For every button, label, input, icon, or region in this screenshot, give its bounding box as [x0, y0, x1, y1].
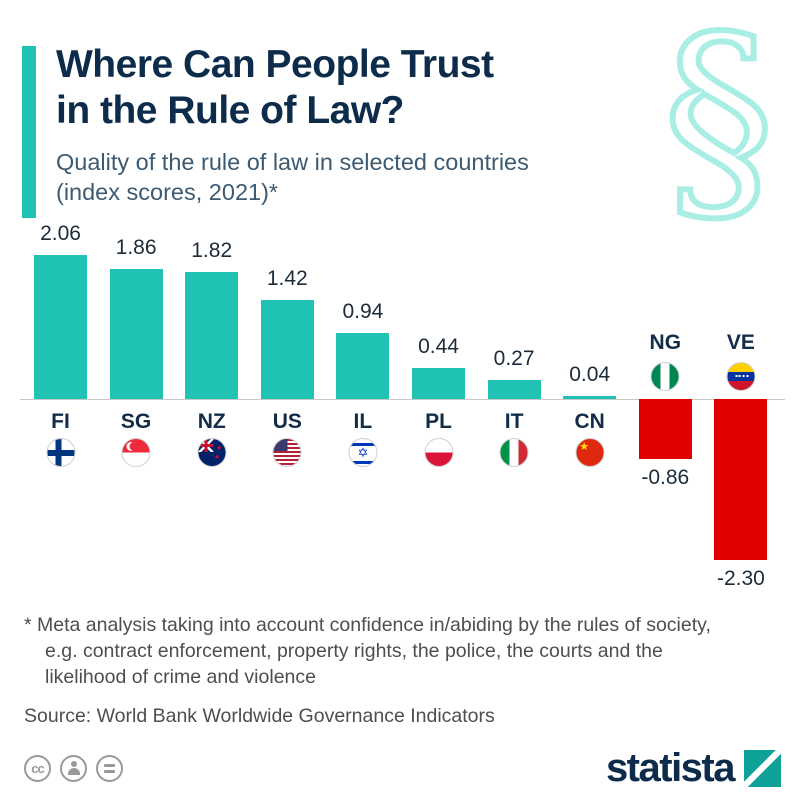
column-it: 0.27 IT: [487, 229, 541, 597]
country-code-pl: PL: [425, 410, 452, 434]
bar-cn: [563, 396, 617, 400]
column-ve: -2.30 VE: [714, 229, 768, 597]
cc-icon-label: cc: [31, 760, 45, 776]
bar-sg: [109, 269, 163, 400]
value-label-ng: -0.86: [641, 466, 690, 490]
bar-nz: [185, 272, 239, 400]
country-code-cn: CN: [574, 410, 605, 434]
bar-il: [336, 333, 390, 400]
value-label-us: 1.42: [266, 267, 308, 291]
bar-chart: 2.06 FI 1.86 SG 1.82 NZ 1.42 US 0.94 IL 0.44 PL 0.27…: [20, 222, 785, 597]
country-code-fi: FI: [51, 410, 70, 434]
methodology-footnote: * Meta analysis taking into account conf…: [24, 614, 711, 689]
column-us: 1.42 US: [260, 229, 314, 597]
zero-axis-line: [20, 399, 785, 401]
cc-license-badges: cc: [24, 754, 123, 782]
statista-logo-square: [744, 749, 781, 787]
footer: cc statista: [24, 748, 781, 788]
flag-sg-icon: [121, 438, 151, 468]
source-line: Source: World Bank Worldwide Governance …: [24, 704, 495, 727]
cc-icon[interactable]: cc: [24, 754, 51, 782]
header: § Where Can People Trust in the Rule of …: [0, 0, 805, 236]
country-code-nz: NZ: [197, 410, 226, 434]
column-sg: 1.86 SG: [109, 229, 163, 597]
value-label-il: 0.94: [342, 300, 384, 324]
country-code-ng: NG: [649, 331, 682, 355]
flag-ve-icon: [726, 362, 756, 392]
page-subtitle: Quality of the rule of law in selected c…: [56, 149, 529, 206]
flag-it-icon: [499, 438, 529, 468]
column-cn: 0.04 CN: [563, 229, 617, 597]
bar-fi: [34, 255, 87, 400]
flag-fi-icon: [46, 438, 75, 468]
bar-us: [260, 300, 314, 400]
country-code-us: US: [272, 410, 302, 434]
value-label-it: 0.27: [493, 347, 535, 371]
flag-us-icon: [272, 438, 302, 468]
country-code-il: IL: [353, 410, 373, 434]
statista-logo[interactable]: statista: [606, 748, 781, 788]
attribution-person-icon[interactable]: [60, 754, 87, 782]
flag-cn-icon: [575, 438, 605, 468]
column-il: 0.94 IL: [336, 229, 390, 597]
bar-ng: [638, 399, 692, 460]
country-code-it: IT: [504, 410, 524, 434]
column-nz: 1.82 NZ: [185, 229, 239, 597]
flag-nz-icon: [197, 438, 227, 468]
country-code-sg: SG: [120, 410, 152, 434]
equals-glyph: [104, 763, 115, 773]
bar-it: [487, 380, 541, 400]
equals-icon[interactable]: [96, 754, 123, 782]
value-label-fi: 2.06: [40, 222, 81, 246]
bar-ve: [714, 399, 768, 561]
value-label-cn: 0.04: [569, 363, 611, 387]
country-code-ve: VE: [726, 331, 755, 355]
value-label-nz: 1.82: [191, 239, 233, 263]
section-sign-watermark: §: [660, 0, 778, 251]
value-label-ve: -2.30: [716, 567, 765, 591]
column-fi: 2.06 FI: [34, 222, 87, 597]
notes: * Meta analysis taking into account conf…: [24, 613, 781, 728]
value-label-pl: 0.44: [418, 335, 459, 359]
title-accent-bar: [22, 46, 36, 218]
statista-logo-text: statista: [605, 746, 736, 790]
flag-ng-icon: [650, 362, 680, 392]
flag-pl-icon: [424, 438, 453, 468]
bar-pl: [412, 368, 465, 400]
column-pl: 0.44 PL: [412, 229, 465, 597]
header-text: Where Can People Trust in the Rule of La…: [22, 42, 805, 207]
column-ng: -0.86 NG: [638, 229, 692, 597]
value-label-sg: 1.86: [115, 236, 157, 260]
flag-il-icon: [348, 438, 378, 468]
page-title: Where Can People Trust in the Rule of La…: [56, 43, 494, 133]
person-glyph: [67, 761, 80, 775]
